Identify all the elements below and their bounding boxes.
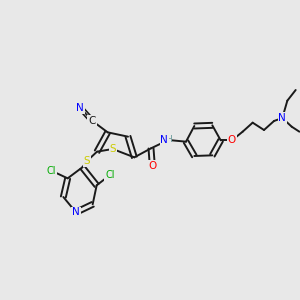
Text: N: N <box>72 207 80 217</box>
Text: S: S <box>110 144 116 154</box>
Text: O: O <box>148 161 157 171</box>
Text: N: N <box>278 113 286 123</box>
Text: N: N <box>160 135 168 145</box>
Text: S: S <box>84 156 90 166</box>
Text: N: N <box>76 103 84 113</box>
Text: C: C <box>88 116 96 126</box>
Text: Cl: Cl <box>46 166 56 176</box>
Text: O: O <box>228 135 236 145</box>
Text: H: H <box>165 136 172 145</box>
Text: Cl: Cl <box>105 170 115 180</box>
